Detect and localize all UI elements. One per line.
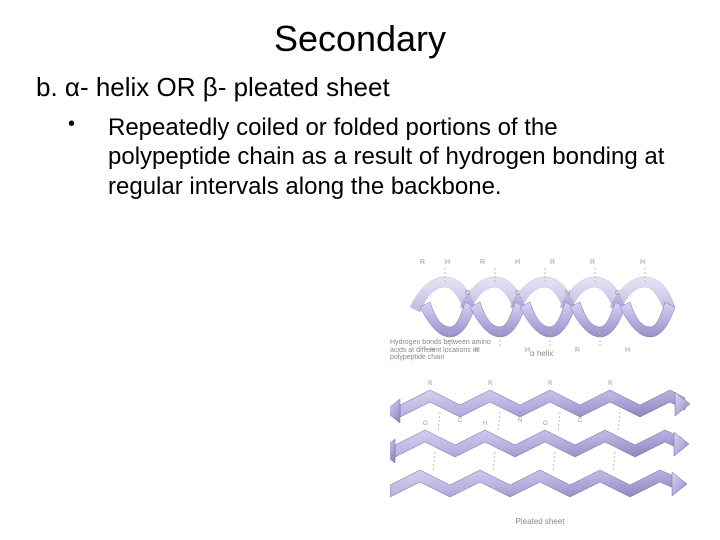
slide-title: Secondary — [30, 18, 690, 60]
svg-text:R: R — [590, 259, 595, 266]
helix-caption-left: Hydrogen bonds between amino acids at di… — [390, 339, 500, 362]
bullet-text: Repeatedly coiled or folded portions of … — [108, 113, 668, 201]
helix-caption-right: α helix — [530, 349, 553, 358]
svg-text:H: H — [483, 421, 487, 427]
alpha-helix-diagram: RH RH RR H HR HR H OC NC Hydrogen bonds … — [390, 252, 690, 362]
svg-text:R: R — [428, 381, 433, 387]
slide-heading: b. α- helix OR β- pleated sheet — [36, 72, 690, 103]
svg-text:O: O — [465, 290, 471, 297]
svg-text:C: C — [578, 418, 583, 424]
sheet-caption: Pleated sheet — [390, 517, 690, 526]
svg-text:R: R — [550, 259, 555, 266]
svg-text:R: R — [548, 381, 553, 387]
svg-text:N: N — [565, 290, 570, 297]
svg-text:R: R — [608, 381, 613, 387]
svg-text:R: R — [420, 259, 425, 266]
bullet-row: • Repeatedly coiled or folded portions o… — [68, 113, 690, 201]
svg-text:H: H — [515, 259, 520, 266]
svg-text:C: C — [615, 290, 620, 297]
svg-text:H: H — [625, 347, 630, 354]
svg-text:C: C — [515, 290, 520, 297]
slide: Secondary b. α- helix OR β- pleated shee… — [0, 0, 720, 540]
svg-text:R: R — [488, 381, 493, 387]
svg-text:O: O — [543, 421, 548, 427]
svg-text:H: H — [640, 259, 645, 266]
beta-sheet-diagram: RRRR CNC OHO Pleated sheet — [390, 370, 690, 520]
svg-text:H: H — [445, 259, 450, 266]
sheet-svg: R R R R C N C O H O — [390, 370, 690, 510]
bullet-marker: • — [68, 113, 108, 201]
svg-text:R: R — [575, 347, 580, 354]
diagrams-container: RH RH RR H HR HR H OC NC Hydrogen bonds … — [390, 252, 690, 520]
svg-text:O: O — [423, 421, 428, 427]
svg-text:R: R — [480, 259, 485, 266]
svg-text:N: N — [518, 418, 522, 424]
svg-text:C: C — [458, 418, 463, 424]
